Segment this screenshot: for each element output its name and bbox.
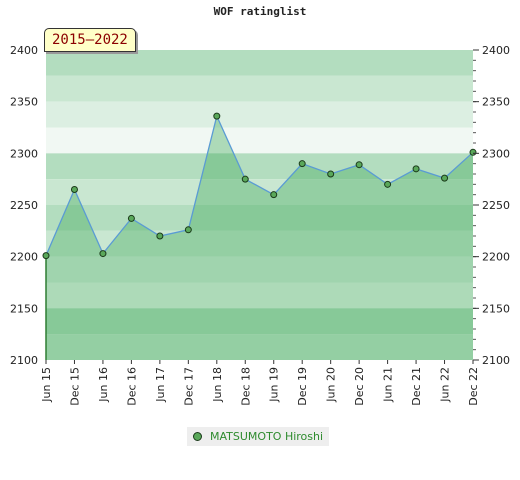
data-point xyxy=(469,148,477,156)
data-point xyxy=(241,175,249,183)
data-point xyxy=(298,160,306,168)
y-tick-label-left: 2350 xyxy=(10,96,38,109)
background-band xyxy=(46,205,473,231)
x-tick-label: Dec 22 xyxy=(467,367,480,406)
series-area xyxy=(46,116,473,360)
legend-marker-icon xyxy=(193,432,202,441)
y-tick-label-right: 2300 xyxy=(482,147,510,160)
x-tick-label: Dec 21 xyxy=(410,367,423,406)
y-tick-label-left: 2150 xyxy=(10,302,38,315)
data-point xyxy=(270,191,278,199)
y-tick-label-right: 2250 xyxy=(482,199,510,212)
background-band xyxy=(46,127,473,154)
legend-label: MATSUMOTO Hiroshi xyxy=(210,430,324,443)
background-band xyxy=(46,179,473,205)
x-tick-label: Jun 15 xyxy=(40,367,53,403)
background-band xyxy=(46,101,473,128)
background-band xyxy=(46,256,473,283)
background-band xyxy=(46,75,473,102)
data-point xyxy=(156,232,164,240)
y-tick-label-right: 2350 xyxy=(482,96,510,109)
y-tick-label-left: 2200 xyxy=(10,251,38,264)
data-point xyxy=(70,186,78,193)
background-band xyxy=(46,282,473,309)
background-band xyxy=(46,334,473,360)
x-tick-label: Jun 20 xyxy=(325,367,338,403)
y-tick-label-left: 2300 xyxy=(10,147,38,160)
data-point xyxy=(355,161,363,169)
x-tick-label: Dec 19 xyxy=(296,367,309,406)
data-point xyxy=(384,180,392,188)
x-tick-label: Jun 21 xyxy=(382,367,395,403)
x-tick-label: Dec 15 xyxy=(68,367,81,406)
legend[interactable]: MATSUMOTO Hiroshi xyxy=(187,427,330,446)
data-point xyxy=(327,170,335,178)
x-tick-label: Jun 17 xyxy=(154,367,167,403)
x-tick-label: Jun 18 xyxy=(211,367,224,403)
data-point xyxy=(99,250,107,258)
x-tick-label: Jun 22 xyxy=(439,367,452,403)
series-line-layer xyxy=(45,114,474,256)
x-tick-label: Dec 17 xyxy=(182,367,195,406)
y-tick-label-left: 2250 xyxy=(10,199,38,212)
data-point xyxy=(127,214,135,222)
y-tick-label-left: 2400 xyxy=(10,44,38,57)
y-tick-label-right: 2400 xyxy=(482,44,510,57)
x-tick-label: Dec 20 xyxy=(353,367,366,406)
data-point xyxy=(412,165,420,173)
area-fill-layer xyxy=(45,116,473,360)
data-point xyxy=(42,252,50,260)
y-tick-label-right: 2200 xyxy=(482,251,510,264)
y-tick-label-left: 2100 xyxy=(10,354,38,367)
data-point xyxy=(441,174,449,182)
x-tick-label: Jun 19 xyxy=(268,367,281,403)
background-band xyxy=(46,153,473,180)
background-band xyxy=(46,50,473,76)
data-point xyxy=(213,112,221,120)
x-tick-label: Dec 16 xyxy=(125,367,138,406)
series-line xyxy=(45,114,474,256)
axis-layer: 2100 2100 2150 2150 2200 2200 2250 2250 2300 2300… xyxy=(10,44,510,406)
background-band xyxy=(46,308,473,335)
y-tick-label-right: 2150 xyxy=(482,302,510,315)
data-point xyxy=(184,226,192,234)
y-tick-label-right: 2100 xyxy=(482,354,510,367)
period-badge: 2015–2022 xyxy=(44,28,136,52)
x-tick-label: Dec 18 xyxy=(239,367,252,406)
x-tick-label: Jun 16 xyxy=(97,367,110,403)
chart-title: WOF ratinglist xyxy=(213,5,307,18)
